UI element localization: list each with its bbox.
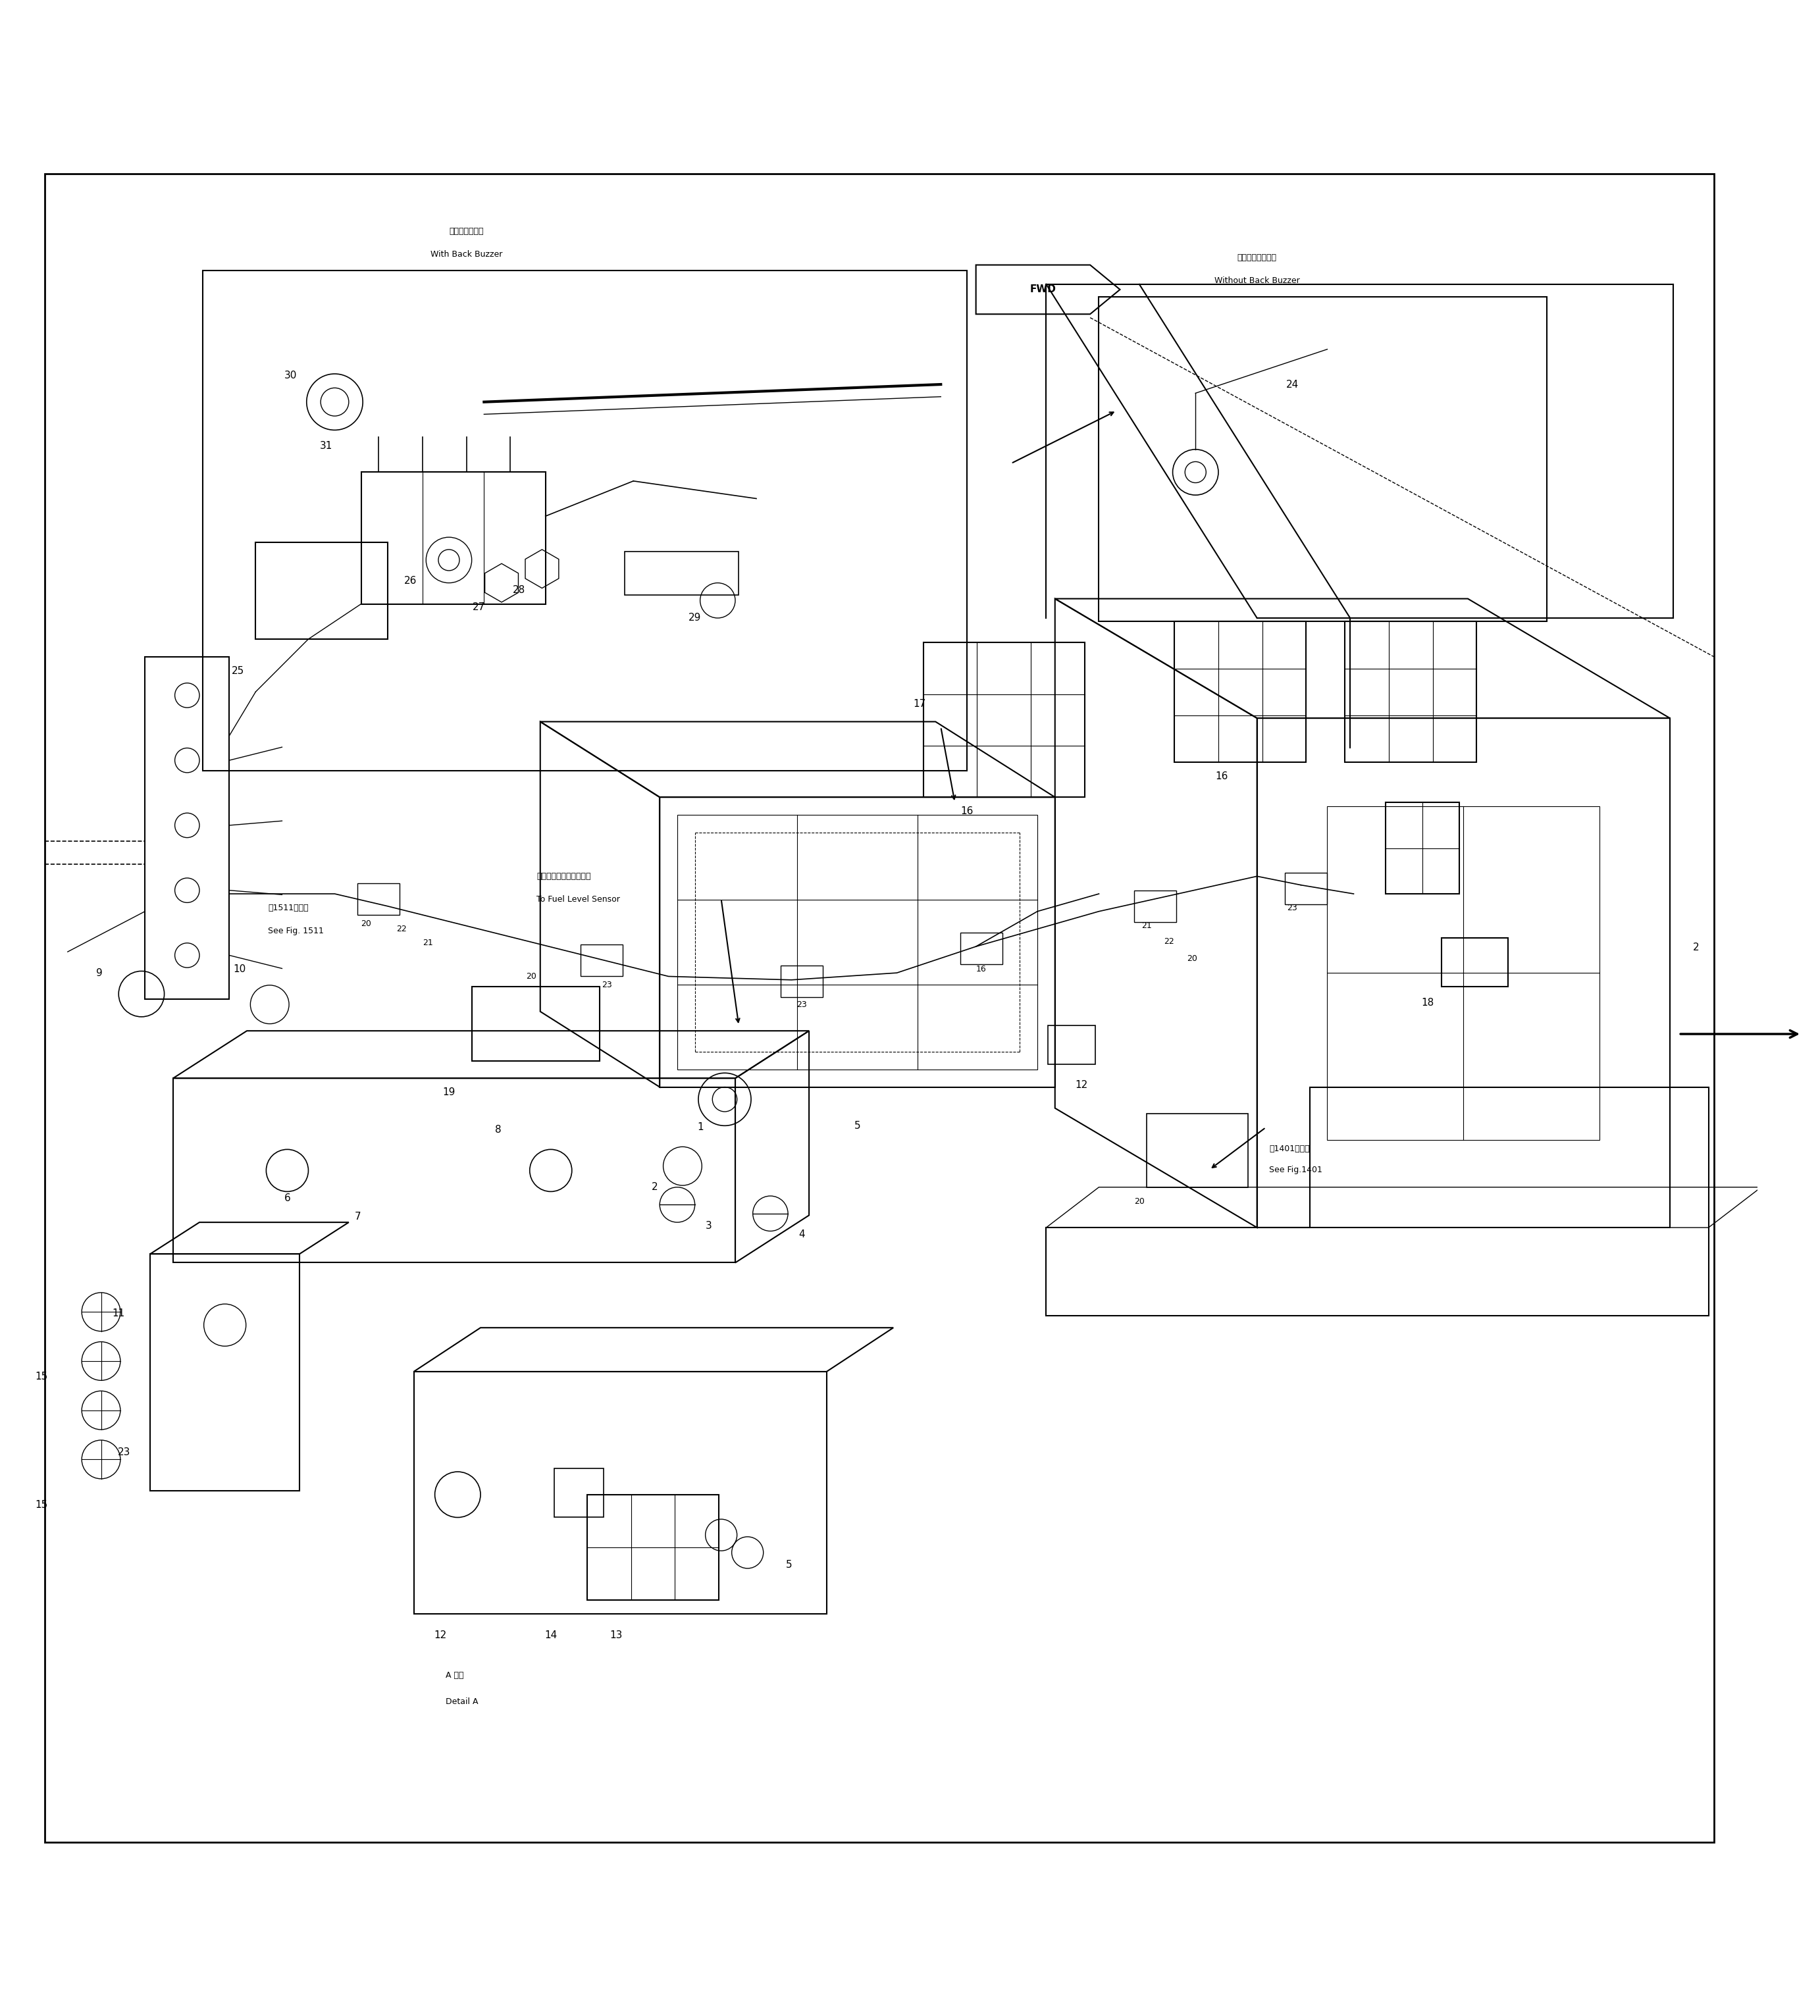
- Text: 15: 15: [35, 1373, 47, 1381]
- Text: 11: 11: [113, 1308, 126, 1318]
- Bar: [255, 542, 388, 639]
- Text: 3: 3: [706, 1222, 712, 1230]
- Text: 31: 31: [320, 442, 333, 452]
- Bar: [413, 1371, 826, 1615]
- Bar: [1174, 621, 1307, 762]
- Bar: [555, 1468, 604, 1518]
- Text: 23: 23: [1287, 903, 1298, 911]
- Text: 26: 26: [404, 577, 417, 587]
- Text: 12: 12: [433, 1631, 446, 1641]
- Bar: [471, 988, 601, 1060]
- Text: バックフサー付: バックフサー付: [450, 228, 484, 236]
- Text: Detail A: Detail A: [446, 1697, 479, 1706]
- Text: 24: 24: [1285, 379, 1298, 389]
- Text: 16: 16: [961, 806, 974, 816]
- Bar: [1147, 1113, 1249, 1187]
- Text: 5: 5: [786, 1560, 792, 1570]
- Text: 22: 22: [1165, 937, 1174, 946]
- Text: 2: 2: [652, 1181, 657, 1191]
- Text: FWD: FWD: [1030, 284, 1056, 294]
- Text: 30: 30: [284, 371, 297, 381]
- Text: 10: 10: [233, 964, 246, 974]
- Text: 14: 14: [544, 1631, 557, 1641]
- Text: 20: 20: [360, 919, 371, 927]
- Bar: [781, 966, 823, 998]
- Text: 16: 16: [976, 966, 986, 974]
- Text: 21: 21: [1141, 921, 1152, 929]
- Text: 4: 4: [799, 1230, 804, 1240]
- Text: 27: 27: [473, 603, 486, 613]
- Text: 20: 20: [1187, 954, 1198, 964]
- Text: 12: 12: [1076, 1081, 1088, 1091]
- Bar: [923, 643, 1085, 796]
- Bar: [1285, 873, 1327, 905]
- Bar: [588, 1494, 719, 1601]
- Text: 25: 25: [231, 665, 244, 675]
- Bar: [357, 883, 400, 915]
- Bar: [659, 796, 1056, 1087]
- Text: 19: 19: [442, 1087, 455, 1097]
- Bar: [1099, 296, 1547, 621]
- Bar: [961, 933, 1003, 964]
- Text: 第1401図参照: 第1401図参照: [1269, 1145, 1310, 1153]
- Bar: [1327, 806, 1600, 1139]
- Text: バックフサーなし: バックフサーなし: [1238, 254, 1278, 262]
- Bar: [151, 1254, 300, 1492]
- Text: To Fuel Level Sensor: To Fuel Level Sensor: [537, 895, 621, 903]
- Text: 23: 23: [118, 1447, 131, 1458]
- Bar: [1134, 891, 1176, 921]
- Text: 21: 21: [422, 939, 433, 948]
- Text: 5: 5: [854, 1121, 861, 1131]
- Bar: [146, 657, 229, 1000]
- Text: Without Back Buzzer: Without Back Buzzer: [1214, 276, 1299, 284]
- Bar: [624, 550, 739, 595]
- Text: See Fig.1401: See Fig.1401: [1269, 1165, 1323, 1173]
- Text: See Fig. 1511: See Fig. 1511: [268, 927, 324, 935]
- Text: 22: 22: [397, 925, 406, 933]
- Text: 28: 28: [513, 585, 526, 595]
- Bar: [581, 946, 622, 976]
- Bar: [1345, 621, 1476, 762]
- Text: 15: 15: [35, 1500, 47, 1510]
- Text: 第1511図参照: 第1511図参照: [268, 903, 309, 911]
- Text: 20: 20: [1134, 1198, 1145, 1206]
- Text: 7: 7: [355, 1212, 360, 1222]
- Text: 18: 18: [1421, 998, 1434, 1008]
- Bar: [677, 814, 1037, 1068]
- Text: 20: 20: [526, 972, 537, 980]
- Bar: [204, 270, 966, 770]
- Text: 16: 16: [1216, 772, 1228, 780]
- Text: 8: 8: [495, 1125, 500, 1135]
- Text: 1: 1: [697, 1123, 703, 1133]
- Bar: [1441, 937, 1509, 988]
- Text: フェエルレベルセンサへ: フェエルレベルセンサへ: [537, 873, 592, 881]
- Text: 13: 13: [610, 1631, 622, 1641]
- Text: 29: 29: [688, 613, 701, 623]
- Bar: [173, 1079, 735, 1262]
- Text: 2: 2: [1693, 941, 1700, 952]
- Text: A 詳細: A 詳細: [446, 1671, 464, 1679]
- Text: 9: 9: [96, 968, 102, 978]
- Bar: [360, 472, 546, 605]
- Text: 6: 6: [284, 1193, 291, 1204]
- Text: 23: 23: [602, 982, 612, 990]
- Text: 17: 17: [914, 700, 926, 710]
- Text: With Back Buzzer: With Back Buzzer: [431, 250, 502, 258]
- Text: 23: 23: [797, 1000, 808, 1008]
- Bar: [1385, 802, 1460, 893]
- Bar: [1258, 718, 1669, 1228]
- Bar: [1048, 1026, 1096, 1064]
